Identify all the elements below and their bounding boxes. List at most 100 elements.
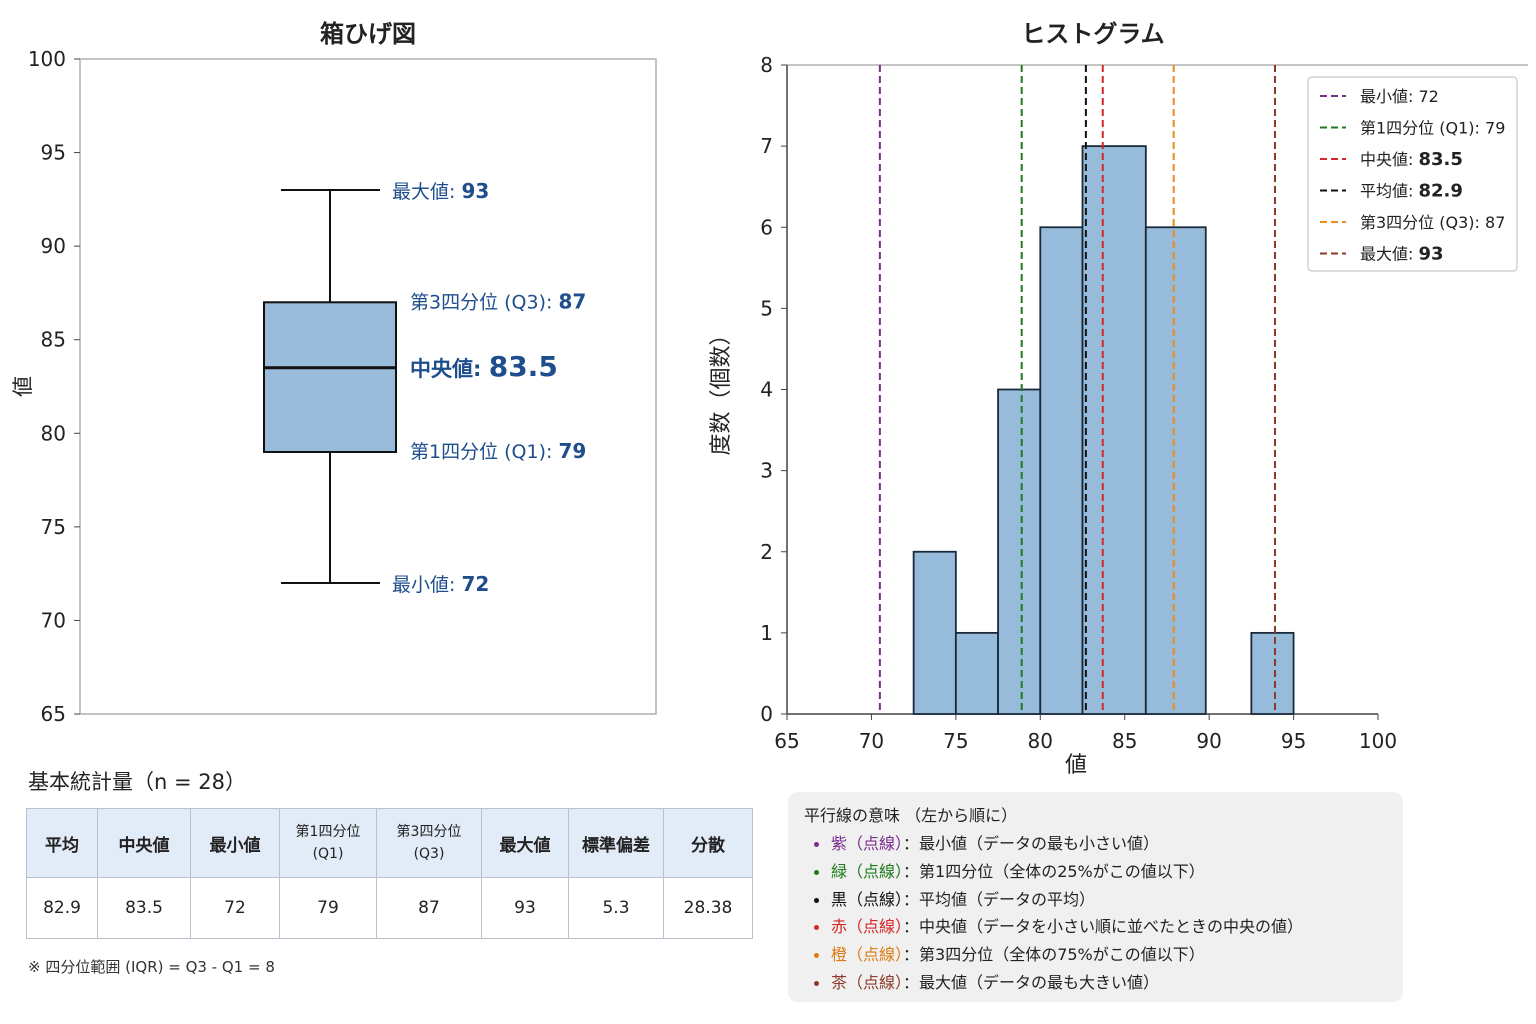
hist-y-tick-label: 4 <box>760 378 773 402</box>
line-meaning-desc: ：第1四分位（全体の25%がこの値以下） <box>903 861 1205 881</box>
bullet-icon <box>814 980 819 986</box>
line-meaning-item: 黒（点線）：平均値（データの平均） <box>814 886 1303 914</box>
stats-header-cell: 中央値 <box>97 808 191 878</box>
bullet-icon <box>814 953 819 959</box>
annotation-label: 中央値: <box>410 357 489 381</box>
line-meaning-term: 紫（点線） <box>831 834 904 853</box>
legend-entry: 中央値: 83.5 <box>1360 149 1463 170</box>
legend-entry: 第3四分位 (Q3): 87 <box>1360 213 1505 232</box>
hist-x-tick-label: 90 <box>1196 729 1221 753</box>
hist-y-axis-label: 度数（個数） <box>709 323 734 455</box>
stats-header-cell: 分散 <box>663 808 753 878</box>
legend-label: 平均値: <box>1360 182 1418 201</box>
line-meaning-term: 緑（点線） <box>831 861 904 881</box>
stats-value-cell: 83.5 <box>97 877 191 939</box>
box-y-tick-label: 65 <box>41 702 66 726</box>
stats-value-cell: 82.9 <box>26 877 98 939</box>
legend-label: 中央値: <box>1360 150 1418 169</box>
annotation-max: 最大値: 93 <box>392 179 489 203</box>
stats-header-cell: 標準偏差 <box>568 808 664 878</box>
box-y-tick-label: 80 <box>41 421 66 445</box>
annotation-q1: 第1四分位 (Q1): 79 <box>410 439 586 463</box>
legend-entry: 最大値: 93 <box>1360 244 1444 265</box>
legend-entry: 平均値: 82.9 <box>1360 181 1463 202</box>
hist-x-tick-label: 95 <box>1281 729 1306 753</box>
line-meaning-desc: ：最大値（データの最も大きい値） <box>903 972 1160 992</box>
annotation-min: 最小値: 72 <box>392 572 489 596</box>
legend-value: 72 <box>1418 87 1438 106</box>
hist-y-tick-label: 3 <box>760 459 773 483</box>
stats-value-cell: 79 <box>279 877 377 939</box>
annotation-median: 中央値: 83.5 <box>410 350 558 383</box>
hist-x-tick-label: 100 <box>1359 729 1397 753</box>
histogram-title: ヒストグラム <box>1021 20 1164 48</box>
stats-header-cell: 最小値 <box>190 808 280 878</box>
annotation-value: 83.5 <box>489 350 558 383</box>
stats-value-cell: 5.3 <box>568 877 664 939</box>
line-meaning-item: 橙（点線）：第3四分位（全体の75%がこの値以下） <box>814 941 1303 969</box>
hist-x-tick-label: 75 <box>943 729 968 753</box>
annotation-label: 第1四分位 (Q1): <box>410 441 558 463</box>
annotation-label: 第3四分位 (Q3): <box>410 291 558 313</box>
histogram-bar <box>912 550 957 715</box>
hist-x-axis-label: 値 <box>1065 753 1087 778</box>
stats-table-title: 基本統計量（n = 28） <box>28 770 246 794</box>
stats-table: 平均 中央値 最小値 第1四分位 (Q1) 第3四分位 (Q3) 最大値 標準偏差 分散 82.9… <box>26 808 753 939</box>
line-meaning-desc: ：中央値（データを小さい順に並べたときの中央の値） <box>903 917 1304 937</box>
hist-y-tick-label: 8 <box>760 53 773 77</box>
stats-value-cell: 72 <box>190 877 280 939</box>
box-plot-title: 箱ひげ図 <box>320 20 416 48</box>
stats-header-cell: 平均 <box>26 808 98 878</box>
line-meaning-item: 赤（点線）：中央値（データを小さい順に並べたときの中央の値） <box>814 913 1303 941</box>
annotation-q3: 第3四分位 (Q3): 87 <box>410 289 586 313</box>
hist-y-tick-label: 6 <box>760 215 773 239</box>
histogram-bar <box>1039 226 1084 715</box>
iqr-note: ※ 四分位範囲 (IQR) = Q3 - Q1 = 8 <box>28 958 275 976</box>
hist-x-tick-label: 65 <box>774 729 799 753</box>
legend-value: 79 <box>1485 119 1505 138</box>
histogram-bar <box>1250 631 1295 715</box>
legend-entry: 第1四分位 (Q1): 79 <box>1360 119 1505 138</box>
histogram-bar <box>954 631 999 715</box>
hist-x-tick-label: 70 <box>859 729 884 753</box>
bullet-icon <box>814 897 819 903</box>
bullet-icon <box>814 869 819 875</box>
histogram-bar <box>1081 145 1147 715</box>
legend-value: 93 <box>1418 244 1443 265</box>
line-meaning-desc: ：平均値（データの平均） <box>903 889 1096 909</box>
line-meaning-desc: ：最小値（データの最も小さい値） <box>903 834 1160 853</box>
line-meaning-title: 平行線の意味 （左から順に） <box>804 806 1018 825</box>
line-meaning-term: 黒（点線） <box>831 889 904 909</box>
histogram-bar <box>997 388 1042 715</box>
line-meaning-item: 緑（点線）：第1四分位（全体の25%がこの値以下） <box>814 858 1303 886</box>
hist-y-tick-label: 1 <box>760 621 773 645</box>
hist-y-tick-label: 2 <box>760 540 773 564</box>
stats-header-cell: 最大値 <box>481 808 569 878</box>
legend-value: 82.9 <box>1418 181 1462 202</box>
box-y-tick-label: 95 <box>41 141 66 165</box>
legend-label: 最小値: <box>1360 87 1418 106</box>
histogram-bar <box>1144 226 1207 715</box>
bullet-icon <box>814 925 819 931</box>
stats-header-cell: 第3四分位 (Q3) <box>376 808 482 878</box>
stats-header-cell: 第1四分位 (Q1) <box>279 808 377 878</box>
legend-value: 87 <box>1485 213 1505 232</box>
line-meaning-term: 橙（点線） <box>831 945 904 965</box>
annotation-value: 93 <box>461 179 489 203</box>
legend-label: 最大値: <box>1360 245 1418 264</box>
box-y-tick-label: 100 <box>28 47 66 71</box>
annotation-label: 最小値: <box>392 574 461 596</box>
hist-x-tick-label: 85 <box>1112 729 1137 753</box>
line-meaning-item: 茶（点線）：最大値（データの最も大きい値） <box>814 969 1303 997</box>
iqr-box <box>263 301 397 453</box>
hist-y-tick-label: 5 <box>760 296 773 320</box>
box-y-tick-label: 85 <box>41 328 66 352</box>
line-meaning-term: 赤（点線） <box>831 917 904 937</box>
hist-x-tick-label: 80 <box>1028 729 1053 753</box>
box-y-tick-label: 75 <box>41 515 66 539</box>
legend-value: 83.5 <box>1418 149 1462 170</box>
stats-value-cell: 28.38 <box>663 877 753 939</box>
stats-value-cell: 87 <box>376 877 482 939</box>
